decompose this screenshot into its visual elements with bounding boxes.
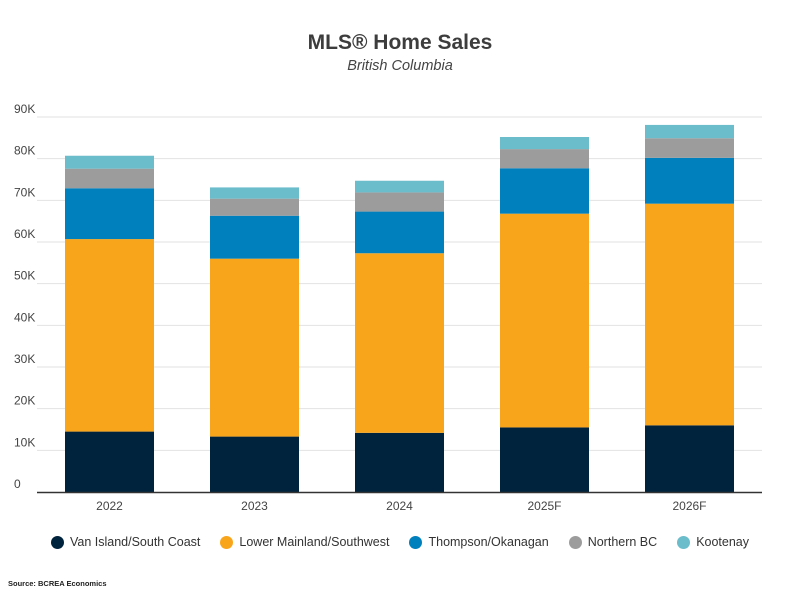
bar-segment (500, 213, 589, 428)
bar-segment (645, 124, 734, 139)
bar-segment (645, 138, 734, 158)
bar-segment (355, 432, 444, 492)
x-tick-label: 2023 (241, 499, 268, 513)
y-tick-label: 30K (14, 352, 35, 366)
bar-segment (65, 431, 154, 492)
chart-subtitle: British Columbia (347, 58, 453, 74)
bar-segment (355, 253, 444, 433)
bar-segment (65, 168, 154, 189)
bar-segment (645, 157, 734, 204)
legend-swatch (220, 535, 234, 549)
legend-swatch (568, 535, 582, 549)
y-tick-label: 90K (14, 102, 35, 116)
bar-segment (355, 180, 444, 193)
source-note: Source: BCREA Economics (8, 579, 107, 588)
y-tick-label: 10K (14, 435, 35, 449)
x-tick-label: 2022 (96, 499, 123, 513)
legend-item: Van Island/South Coast (50, 535, 201, 549)
bar-segment (210, 198, 299, 216)
legend-label: Northern BC (587, 535, 658, 549)
bar-segment (210, 187, 299, 199)
legend-item: Lower Mainland/Southwest (220, 535, 389, 549)
bar-segment (500, 168, 589, 214)
chart-title: MLS® Home Sales (307, 31, 493, 54)
legend-label: Van Island/South Coast (69, 535, 201, 549)
bar-segment (500, 137, 589, 150)
bar-segment (210, 215, 299, 259)
legend-item: Kootenay (677, 535, 749, 549)
y-tick-label: 50K (14, 269, 35, 283)
x-tick-label: 2024 (386, 499, 413, 513)
x-tick-label: 2026F (672, 499, 706, 513)
y-tick-label: 40K (14, 310, 35, 324)
y-tick-label: 70K (14, 185, 35, 199)
y-tick-label: 60K (14, 227, 35, 241)
legend-label: Kootenay (696, 535, 750, 549)
bar-segment (355, 211, 444, 254)
bar-segment (65, 239, 154, 432)
bar-segment (65, 155, 154, 169)
legend-swatch (677, 535, 691, 549)
legend-swatch (409, 535, 423, 549)
bar-segment (355, 192, 444, 212)
bar-segment (210, 258, 299, 437)
legend-item: Thompson/Okanagan (409, 535, 549, 549)
legend-item: Northern BC (568, 535, 658, 549)
bar-segment (645, 203, 734, 426)
bar-segment (500, 427, 589, 492)
legend-label: Lower Mainland/Southwest (239, 535, 390, 549)
legend-swatch (50, 535, 64, 549)
legend-label: Thompson/Okanagan (428, 535, 549, 549)
bar-segment (65, 188, 154, 240)
bar-segment (645, 425, 734, 492)
y-tick-label: 80K (14, 144, 35, 158)
y-tick-label: 20K (14, 394, 35, 408)
chart-legend: Van Island/South Coast Lower Mainland/Sou… (0, 535, 800, 549)
y-tick-label: 0 (14, 477, 21, 491)
x-tick-label: 2025F (527, 499, 561, 513)
bar-segment (500, 149, 589, 169)
bar-segment (210, 436, 299, 492)
